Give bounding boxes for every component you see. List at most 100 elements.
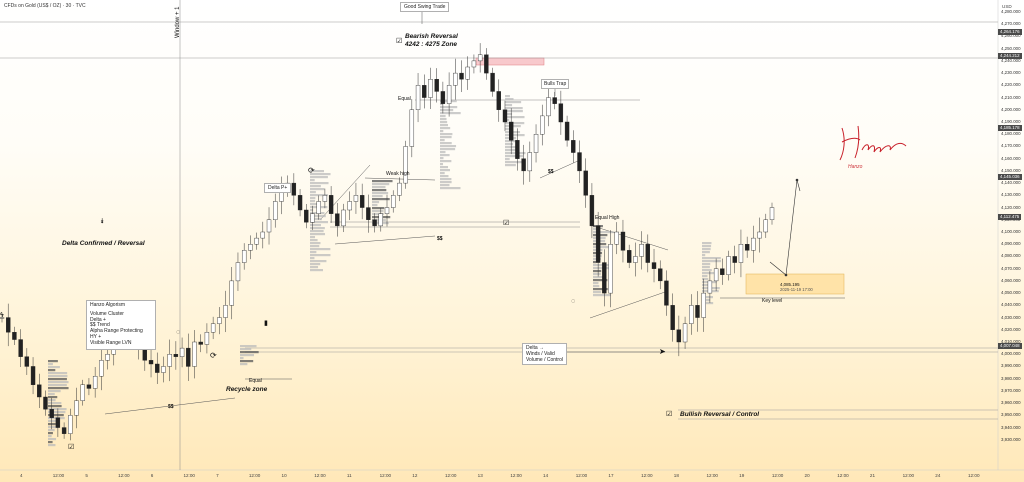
candle-body <box>726 256 731 275</box>
signature-text: Hanzo <box>848 164 863 170</box>
delta-valid-box: Delta → Winds / Valid Volume / Control <box>522 343 567 365</box>
candle-body <box>142 347 148 361</box>
candle-body <box>552 97 557 104</box>
volume-profile-bar <box>505 122 525 125</box>
x-tick-label: 12 <box>412 473 418 478</box>
x-tick-label: 12:00 <box>183 473 195 478</box>
candle-body <box>422 85 427 98</box>
volume-profile-bar <box>593 276 603 279</box>
y-tick-label: 3,950.000 <box>1001 412 1021 418</box>
volume-profile-bar <box>310 242 321 245</box>
candle-body <box>527 152 533 172</box>
candle-body <box>620 231 626 251</box>
x-tick-label: 12:00 <box>379 473 392 478</box>
volume-profile-bar <box>310 269 323 272</box>
candle-body <box>477 54 483 62</box>
volume-profile-bar <box>310 260 327 263</box>
x-tick-label: 20 <box>804 473 810 478</box>
candle-body <box>80 384 85 401</box>
volume-profile-bar <box>48 429 55 432</box>
volume-profile-bar <box>372 189 387 192</box>
candle-body <box>92 376 98 389</box>
candle-body <box>558 103 564 123</box>
candle-body <box>347 201 352 211</box>
y-tick-label: 4,080.000 <box>1001 253 1021 259</box>
hanzo-line-5: $$ Trend <box>90 322 110 329</box>
candle-body <box>155 363 160 373</box>
candle-body <box>254 237 259 245</box>
candle-body <box>403 146 408 184</box>
hanzo-line-4: Delta + <box>90 316 106 323</box>
volume-profile-bar <box>593 246 612 249</box>
volume-profile-bar <box>372 186 386 189</box>
candle-body <box>24 356 30 367</box>
volume-profile-bar <box>505 158 510 161</box>
volume-profile-bar <box>440 121 448 124</box>
candle-body <box>310 213 315 223</box>
equal-top-label: Equal <box>398 96 411 102</box>
volume-profile-bar <box>440 175 449 178</box>
x-tick-label: 6 <box>150 473 154 478</box>
candle-body <box>651 262 657 269</box>
trend-line-6 <box>104 397 236 415</box>
volume-profile-bar <box>702 302 714 305</box>
volume-profile-bar <box>310 230 324 233</box>
volume-profile-bar <box>505 104 513 107</box>
y-tick-label: 4,250.000 <box>1001 45 1021 51</box>
price-badge: 4,112.475 <box>998 214 1022 221</box>
candle-body <box>415 85 421 110</box>
candle-body <box>428 79 433 98</box>
volume-profile-bar <box>440 133 453 136</box>
volume-profile-bar <box>372 198 390 201</box>
candle-body <box>496 91 501 110</box>
volume-profile-bar <box>310 209 314 212</box>
volume-profile-bar <box>702 260 722 263</box>
x-tick-label: 11 <box>346 473 352 478</box>
chart-grid <box>0 0 1024 471</box>
projection-path <box>769 179 801 276</box>
x-tick-label: 21 <box>869 473 876 478</box>
volume-profile-bar <box>48 372 68 375</box>
volume-profile-bar <box>593 288 608 291</box>
key-level-zone-rect <box>745 273 845 295</box>
y-tick-label: 4,220.000 <box>1001 82 1021 88</box>
candle-body <box>359 195 365 208</box>
candle-body <box>434 79 439 92</box>
x-tick-label: 12:00 <box>510 473 522 478</box>
volume-profile-bar <box>240 351 259 354</box>
volume-profile-bar <box>702 296 713 299</box>
y-tick-label: 4,120.000 <box>1001 204 1021 210</box>
volume-profile-bar <box>310 224 321 227</box>
volume-profile-bar <box>702 242 712 245</box>
volume-profile-bar <box>593 261 597 264</box>
y-tick-label: 3,930.000 <box>1001 436 1021 442</box>
candle-body <box>676 329 682 343</box>
volume-profile-bar <box>372 183 390 186</box>
hanzo-line-6: Alpha Range Protecting <box>90 328 143 335</box>
volume-profile-bar <box>310 173 331 176</box>
y-tick-label: 4,270.000 <box>1001 21 1021 27</box>
y-tick-label: 4,000.000 <box>1001 351 1021 357</box>
cursor-arrow-icon: ➤ <box>659 347 666 356</box>
volume-profile-bar <box>48 369 56 372</box>
volume-profile-bar <box>505 164 516 167</box>
candle-body <box>316 201 321 214</box>
candle-body <box>757 231 762 239</box>
volume-profile-bar <box>48 402 62 405</box>
candle-body <box>695 305 700 318</box>
trend-line-5 <box>539 159 581 179</box>
candle-body <box>304 209 309 223</box>
ss-right-label: $$ <box>548 169 554 175</box>
candle-body <box>713 268 719 282</box>
candle-body <box>198 341 203 345</box>
candle-body <box>521 158 526 172</box>
candle-body <box>602 262 607 294</box>
y-tick-label: 4,210.000 <box>1001 94 1021 100</box>
equal-low-label: Equal <box>249 378 262 384</box>
hanzo-line-8: Visible Range LVN <box>90 339 132 346</box>
volume-profile-bar <box>48 390 61 393</box>
volume-profile-bar <box>505 128 509 131</box>
y-tick-label: 4,280.000 <box>1001 9 1021 14</box>
